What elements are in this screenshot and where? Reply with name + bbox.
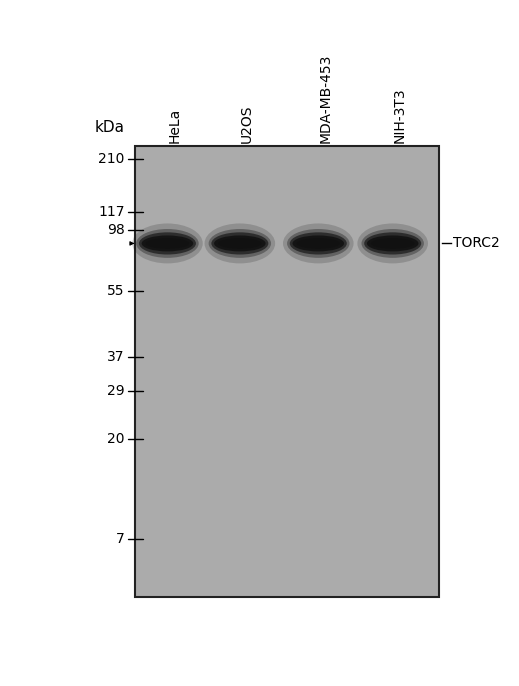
Text: 29: 29 bbox=[107, 384, 125, 399]
Ellipse shape bbox=[296, 238, 340, 249]
Ellipse shape bbox=[371, 238, 414, 249]
Text: 98: 98 bbox=[107, 223, 125, 237]
Text: kDa: kDa bbox=[95, 120, 125, 134]
Ellipse shape bbox=[287, 229, 349, 258]
Text: 7: 7 bbox=[116, 532, 125, 546]
Ellipse shape bbox=[218, 238, 262, 249]
Ellipse shape bbox=[367, 235, 418, 251]
Ellipse shape bbox=[364, 233, 421, 255]
Ellipse shape bbox=[361, 229, 424, 258]
Ellipse shape bbox=[146, 238, 189, 249]
Text: U2OS: U2OS bbox=[240, 104, 254, 143]
Ellipse shape bbox=[132, 224, 203, 263]
Ellipse shape bbox=[283, 224, 353, 263]
Ellipse shape bbox=[139, 233, 196, 255]
Ellipse shape bbox=[358, 224, 428, 263]
Ellipse shape bbox=[211, 233, 268, 255]
Text: TORC2: TORC2 bbox=[453, 237, 500, 250]
Ellipse shape bbox=[142, 235, 193, 251]
Text: HeLa: HeLa bbox=[168, 108, 182, 143]
Text: MDA-MB-453: MDA-MB-453 bbox=[318, 54, 332, 143]
Ellipse shape bbox=[204, 224, 275, 263]
Text: 37: 37 bbox=[107, 350, 125, 364]
Text: NIH-3T3: NIH-3T3 bbox=[393, 87, 407, 143]
Ellipse shape bbox=[136, 229, 199, 258]
Text: 20: 20 bbox=[107, 432, 125, 446]
Text: 210: 210 bbox=[99, 152, 125, 166]
Ellipse shape bbox=[214, 235, 266, 251]
Ellipse shape bbox=[293, 235, 344, 251]
Ellipse shape bbox=[209, 229, 271, 258]
Bar bbox=[135, 145, 439, 598]
Text: 117: 117 bbox=[98, 204, 125, 219]
Text: 55: 55 bbox=[107, 284, 125, 298]
Ellipse shape bbox=[290, 233, 347, 255]
